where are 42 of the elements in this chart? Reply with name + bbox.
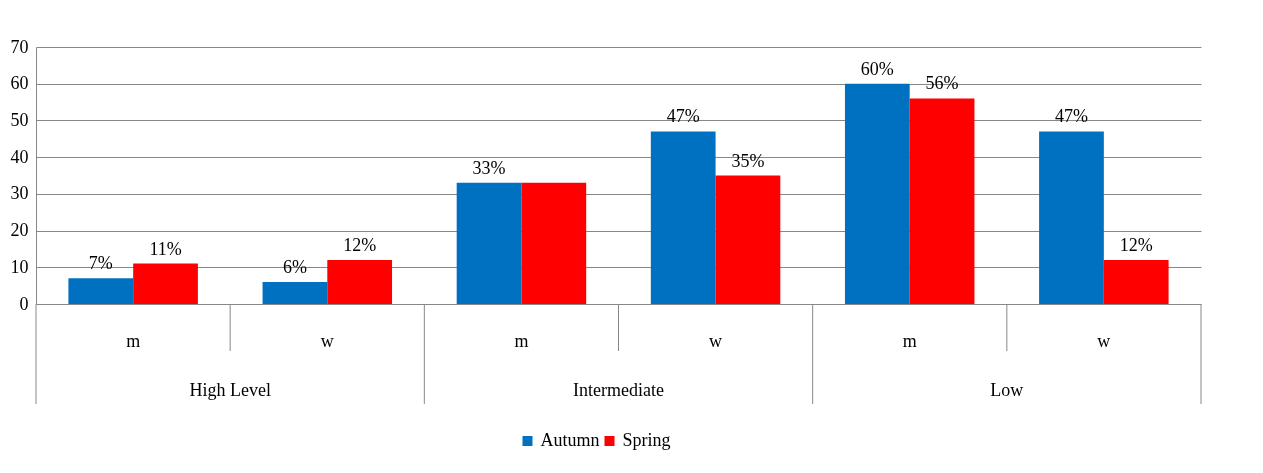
bar: [1103, 259, 1169, 304]
y-tick-label: 50: [10, 109, 29, 130]
bar: [715, 175, 781, 304]
y-tick-label: 10: [10, 256, 29, 277]
bar: [327, 259, 393, 304]
data-label: 12%: [343, 234, 377, 255]
bar: [456, 182, 522, 304]
data-label: 7%: [88, 253, 113, 274]
bar: [650, 131, 716, 304]
y-tick-label: 60: [10, 73, 29, 94]
data-label: 60%: [860, 58, 894, 79]
text: Low: [990, 380, 1024, 400]
data-label: 47%: [666, 106, 700, 127]
text: Intermediate: [573, 380, 664, 400]
data-label: 11%: [149, 238, 182, 259]
y-tick-label: 30: [10, 183, 29, 204]
x-tick-label: w: [320, 330, 334, 351]
data-label: 35%: [731, 150, 765, 171]
data-label: 12%: [1119, 234, 1153, 255]
bar: [133, 263, 198, 304]
x-tick-label: w: [709, 330, 723, 351]
bar: [262, 281, 328, 304]
x-tick-label: m: [902, 330, 917, 351]
bar: [68, 278, 134, 304]
data-label: 56%: [925, 73, 959, 94]
data-label: 47%: [1054, 106, 1088, 127]
x-tick-label: w: [1097, 330, 1111, 351]
data-label: 33%: [472, 157, 506, 178]
y-tick-label: 20: [10, 220, 29, 241]
bar: [521, 182, 587, 304]
x-tick-label: m: [514, 330, 529, 351]
x-tick-label: m: [126, 330, 141, 351]
legend-label: Spring: [622, 430, 671, 450]
y-tick-label: 40: [10, 146, 29, 167]
bar: [1039, 131, 1104, 304]
text: High Level: [189, 380, 271, 400]
data-label: 6%: [282, 256, 307, 277]
y-tick-label: 0: [19, 293, 29, 314]
bar: [844, 83, 910, 304]
y-tick-label: 70: [10, 36, 29, 57]
bar: [909, 98, 975, 304]
legend-label: Autumn: [540, 430, 600, 450]
